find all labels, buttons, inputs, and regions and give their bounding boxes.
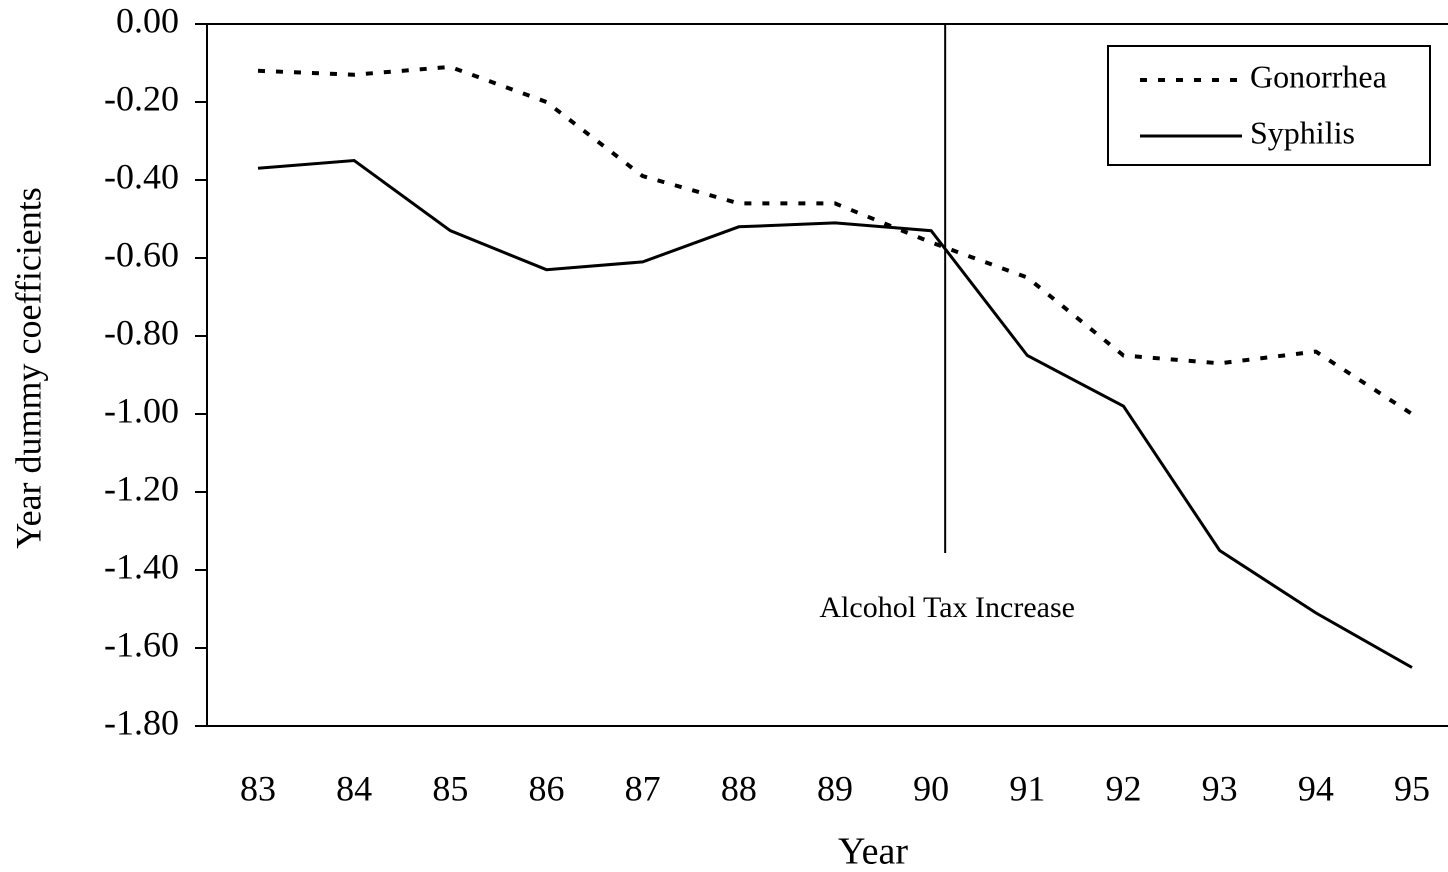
series-line xyxy=(257,158,1413,669)
series-line xyxy=(257,64,1414,416)
y-tick-label: 0.00 xyxy=(116,0,179,40)
x-tick-label: 90 xyxy=(913,768,949,808)
y-tick-label: -0.80 xyxy=(104,312,179,352)
x-tick-label: 95 xyxy=(1394,768,1430,808)
y-axis-label: Year dummy coefficients xyxy=(8,187,48,549)
y-tick-label: -0.60 xyxy=(104,234,179,274)
legend-label: Syphilis xyxy=(1250,114,1355,150)
y-tick-label: -1.20 xyxy=(104,468,179,508)
x-tick-label: 91 xyxy=(1009,768,1045,808)
x-tick-label: 92 xyxy=(1106,768,1142,808)
y-tick-label: -1.00 xyxy=(104,390,179,430)
y-tick-label: -1.80 xyxy=(104,702,179,742)
x-tick-label: 85 xyxy=(432,768,468,808)
x-tick-label: 94 xyxy=(1298,768,1334,808)
y-tick-label: -1.40 xyxy=(104,546,179,586)
annotation: Alcohol Tax Increase xyxy=(819,591,1075,624)
x-tick-label: 88 xyxy=(721,768,757,808)
x-tick-label: 87 xyxy=(625,768,661,808)
x-tick-label: 84 xyxy=(336,768,372,808)
x-tick-label: 83 xyxy=(240,768,276,808)
x-tick-label: 89 xyxy=(817,768,853,808)
y-tick-label: -1.60 xyxy=(104,624,179,664)
y-tick-label: -0.40 xyxy=(104,156,179,196)
x-axis-label: Year xyxy=(838,831,908,872)
legend-box xyxy=(1107,45,1431,166)
legend-label: Gonorrhea xyxy=(1250,58,1387,94)
x-tick-label: 93 xyxy=(1202,768,1238,808)
y-tick-label: -0.20 xyxy=(104,78,179,118)
x-tick-label: 86 xyxy=(529,768,565,808)
